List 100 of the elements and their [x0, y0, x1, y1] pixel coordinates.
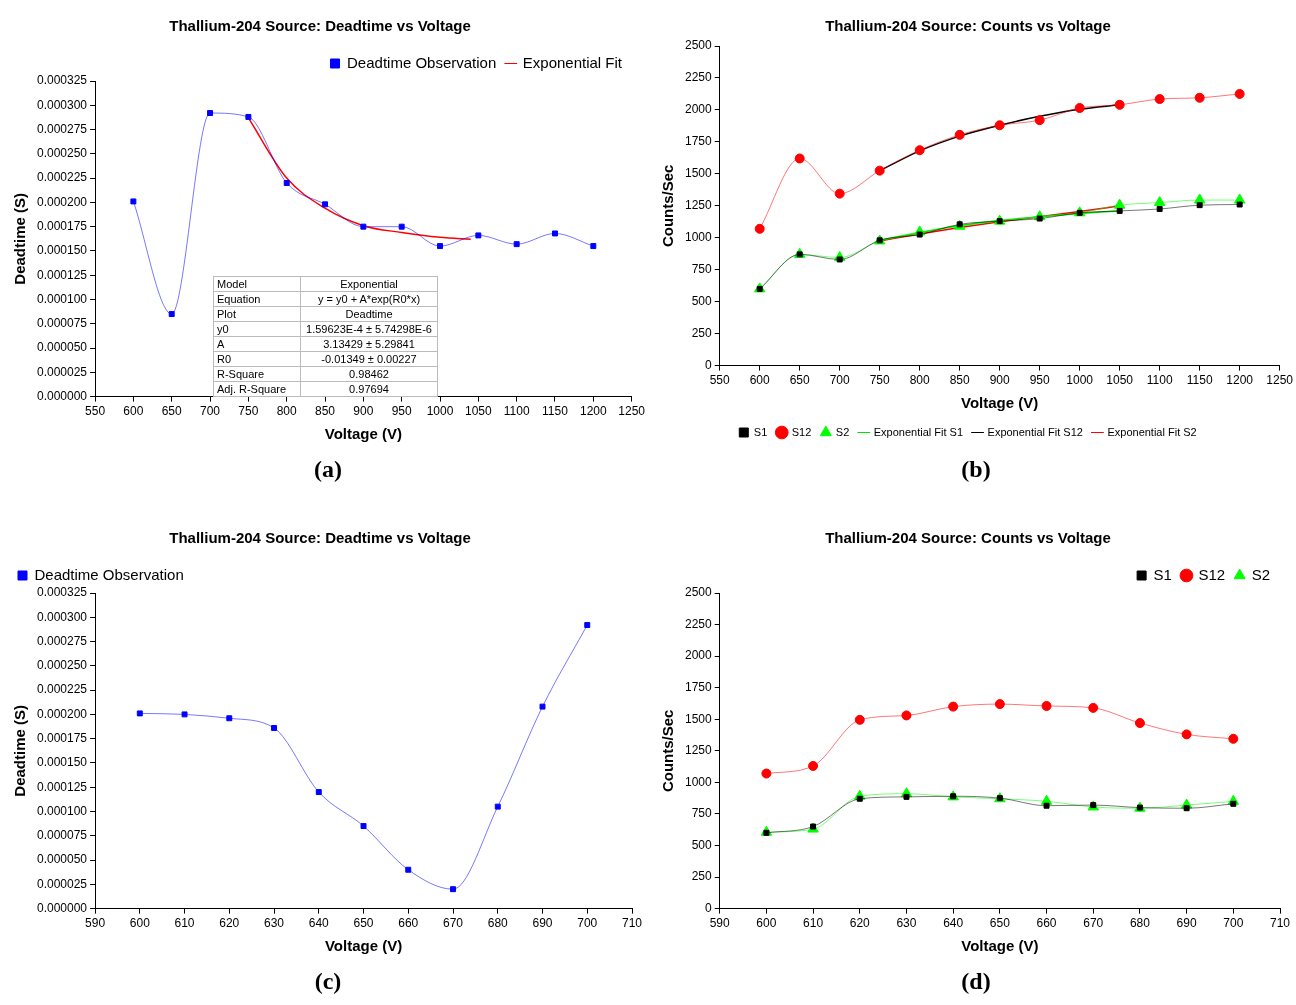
- y-tick-label: 0: [705, 900, 713, 915]
- y-tick-label: 0.000050: [36, 340, 88, 355]
- annotation: 3.13429 ± 5.29841: [300, 336, 438, 352]
- y-tick-label: 750: [691, 262, 713, 277]
- annotation: Adj. R-Square: [213, 381, 301, 397]
- y-tick-label: 0.000100: [36, 291, 88, 306]
- x-tick-label: 550: [709, 373, 731, 388]
- y-tick-label: 0.000300: [36, 609, 88, 624]
- y-tick-label: 2500: [684, 585, 713, 600]
- x-tick-label: 650: [789, 373, 811, 388]
- x-tick-label: 640: [943, 916, 964, 931]
- annotation: y0: [213, 321, 301, 337]
- y-tick-label: 2250: [684, 70, 713, 85]
- legend-label: S1: [753, 425, 768, 438]
- y-tick-label: 0.000150: [36, 243, 88, 258]
- x-tick-label: 700: [200, 404, 221, 419]
- y-tick-label: 0.000125: [36, 779, 88, 794]
- x-tick-label: 620: [849, 916, 871, 931]
- x-tick-label: 600: [129, 916, 151, 931]
- y-tick-label: 2250: [684, 616, 713, 631]
- legend-label: Deadtime Observation: [347, 53, 497, 71]
- x-tick-label: 850: [315, 404, 336, 419]
- x-tick-label: 630: [896, 916, 917, 931]
- x-tick-label: 610: [803, 916, 824, 931]
- x-tick-label: 670: [1083, 916, 1104, 931]
- chart-title: Thallium-204 Source: Deadtime vs Voltage: [169, 529, 471, 547]
- x-tick-label: 750: [869, 373, 891, 388]
- annotation: 1.59623E-4 ± 5.74298E-6: [300, 321, 438, 337]
- y-tick-label: 0.000100: [36, 803, 88, 818]
- legend-label: Exponential Fit: [522, 53, 623, 71]
- y-tick-label: 2000: [684, 102, 713, 117]
- y-tick-label: 0.000275: [36, 633, 88, 648]
- x-tick-label: 710: [1269, 916, 1291, 931]
- legend-label: Exponential Fit S2: [1107, 425, 1197, 438]
- x-tick-label: 670: [443, 916, 464, 931]
- y-tick-label: 0.000000: [36, 388, 88, 403]
- x-tick-label: 1050: [1106, 373, 1134, 388]
- y-tick-label: 0.000025: [36, 876, 88, 891]
- x-tick-label: 600: [123, 404, 144, 419]
- legend-label: Exponential Fit S12: [987, 425, 1083, 438]
- y-axis-title: Deadtime (S): [11, 192, 29, 285]
- x-tick-label: 1000: [426, 404, 454, 419]
- x-tick-label: 590: [709, 916, 731, 931]
- x-tick-label: 900: [353, 404, 374, 419]
- annotation: -0.01349 ± 0.00227: [300, 351, 438, 367]
- x-tick-label: 600: [749, 373, 771, 388]
- legend-label: Exponential Fit S1: [873, 425, 964, 438]
- chart-title: Thallium-204 Source: Deadtime vs Voltage: [169, 17, 471, 35]
- x-tick-label: 590: [85, 916, 106, 931]
- annotation: 0.98462: [300, 366, 438, 382]
- annotation: R-Square: [213, 366, 301, 382]
- y-tick-label: 0.000150: [36, 755, 88, 770]
- y-tick-label: 0.000225: [36, 170, 88, 185]
- x-tick-label: 850: [949, 373, 971, 388]
- y-axis-title: Deadtime (S): [11, 704, 29, 797]
- annotation: Plot: [213, 306, 301, 322]
- x-tick-label: 1150: [1186, 373, 1213, 388]
- x-tick-label: 750: [238, 404, 259, 419]
- x-tick-label: 600: [756, 916, 777, 931]
- y-tick-label: 0.000050: [36, 852, 88, 867]
- annotation: Deadtime: [300, 306, 438, 322]
- x-tick-label: 710: [621, 916, 643, 931]
- x-axis-title: Voltage (V): [324, 937, 403, 955]
- y-tick-label: 1750: [684, 679, 713, 694]
- x-tick-label: 1050: [464, 404, 493, 419]
- legend-label: S12: [1198, 565, 1226, 583]
- y-tick-label: 0.000250: [36, 658, 88, 673]
- annotation: Exponential: [300, 276, 438, 292]
- text: (c): [313, 968, 343, 995]
- x-tick-label: 650: [353, 916, 374, 931]
- x-tick-label: 620: [219, 916, 240, 931]
- y-tick-label: 750: [691, 806, 713, 821]
- y-tick-label: 1500: [684, 166, 713, 181]
- x-tick-label: 1200: [579, 404, 607, 419]
- annotation: Model: [213, 276, 301, 292]
- y-tick-label: 500: [691, 837, 713, 852]
- y-tick-label: 0.000200: [36, 194, 88, 209]
- y-tick-label: 0.000325: [36, 73, 88, 88]
- legend-label: S2: [1251, 565, 1271, 583]
- y-tick-label: 1250: [684, 198, 713, 213]
- y-tick-label: 1750: [684, 134, 713, 149]
- x-tick-label: 660: [1036, 916, 1057, 931]
- y-tick-label: 0.000200: [36, 706, 88, 721]
- annotation: 0.97694: [300, 381, 438, 397]
- y-tick-label: 0.000250: [36, 146, 88, 161]
- x-axis-title: Voltage (V): [961, 394, 1039, 412]
- annotation: R0: [213, 351, 301, 367]
- annotation: Equation: [213, 291, 301, 307]
- text: (d): [960, 968, 992, 995]
- x-tick-label: 650: [989, 916, 1011, 931]
- y-tick-label: 1000: [684, 230, 713, 245]
- x-tick-label: 700: [829, 373, 851, 388]
- y-tick-label: 0.000125: [36, 267, 88, 282]
- x-tick-label: 610: [174, 916, 195, 931]
- legend-label: S1: [1153, 565, 1172, 583]
- legend-label: Deadtime Observation: [34, 565, 184, 583]
- x-tick-label: 680: [1129, 916, 1151, 931]
- y-tick-label: 0.000175: [36, 730, 88, 745]
- x-tick-label: 900: [989, 373, 1011, 388]
- x-tick-label: 630: [264, 916, 285, 931]
